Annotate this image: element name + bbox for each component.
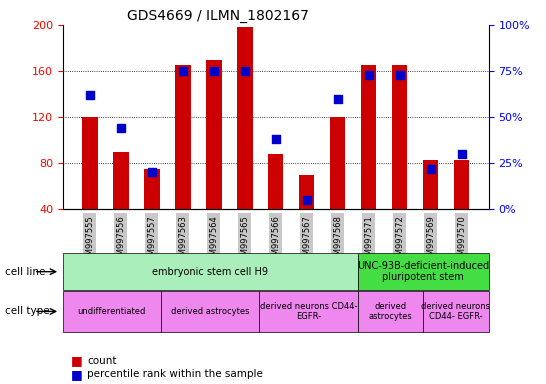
Point — [116, 125, 125, 131]
Point — [271, 136, 280, 142]
Text: undifferentiated: undifferentiated — [78, 307, 146, 316]
Bar — [175, 65, 191, 209]
Text: count: count — [87, 356, 117, 366]
Text: derived neurons
CD44- EGFR-: derived neurons CD44- EGFR- — [422, 302, 490, 321]
Bar — [82, 117, 98, 209]
Bar — [330, 117, 346, 209]
Point — [302, 197, 311, 203]
Point — [179, 68, 187, 74]
Bar — [392, 65, 407, 209]
Text: ■: ■ — [71, 368, 83, 381]
Text: derived neurons CD44-
EGFR-: derived neurons CD44- EGFR- — [260, 302, 357, 321]
Point — [333, 96, 342, 102]
Point — [395, 72, 404, 78]
Bar — [299, 175, 314, 209]
Point — [426, 166, 435, 172]
Text: percentile rank within the sample: percentile rank within the sample — [87, 369, 263, 379]
Point — [86, 92, 94, 98]
Point — [457, 151, 466, 157]
Bar — [361, 65, 376, 209]
Point — [240, 68, 249, 74]
Bar — [454, 160, 470, 209]
Bar — [206, 60, 222, 209]
Bar — [268, 154, 283, 209]
Text: derived astrocytes: derived astrocytes — [171, 307, 250, 316]
Text: GDS4669 / ILMN_1802167: GDS4669 / ILMN_1802167 — [127, 8, 308, 23]
Text: derived
astrocytes: derived astrocytes — [369, 302, 412, 321]
Bar — [144, 169, 159, 209]
Text: cell line: cell line — [5, 266, 46, 277]
Text: embryonic stem cell H9: embryonic stem cell H9 — [152, 266, 268, 277]
Point — [147, 169, 156, 175]
Bar — [237, 27, 252, 209]
Bar — [113, 152, 129, 209]
Point — [364, 72, 373, 78]
Point — [210, 68, 218, 74]
Text: UNC-93B-deficient-induced
pluripotent stem: UNC-93B-deficient-induced pluripotent st… — [357, 261, 489, 283]
Text: ■: ■ — [71, 354, 83, 367]
Bar — [423, 160, 438, 209]
Text: cell type: cell type — [5, 306, 50, 316]
